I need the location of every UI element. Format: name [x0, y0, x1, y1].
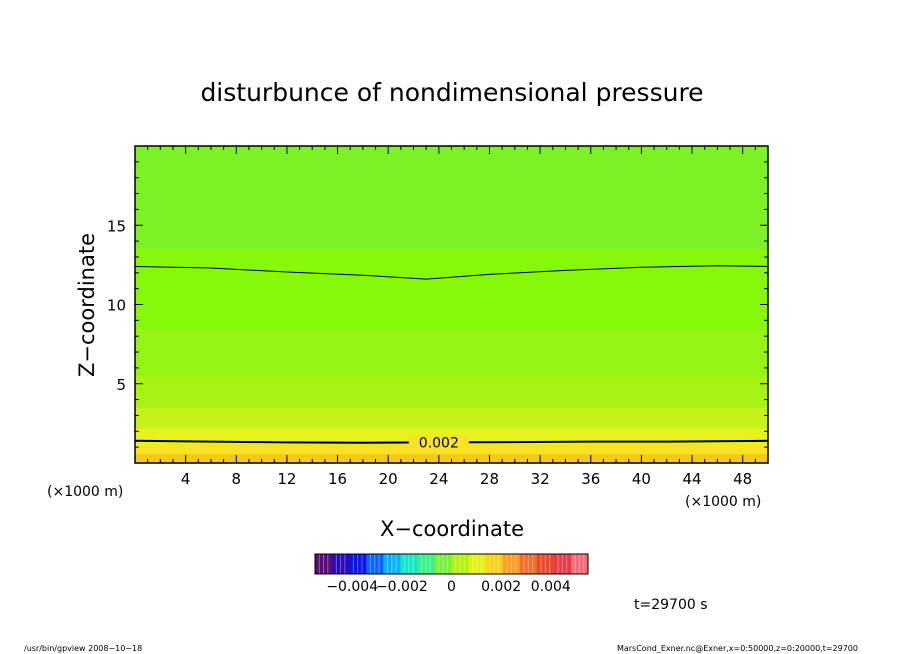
x-tick-label: 16 [328, 470, 347, 488]
chart-title: disturbunce of nondimensional pressure [200, 78, 703, 107]
colorbar-segment [468, 554, 487, 574]
fill-band-5 [135, 328, 768, 377]
colorbar-segment [366, 554, 384, 574]
axis-ticks [135, 146, 768, 463]
x-tick-label: 44 [682, 470, 701, 488]
colorbar-tick-label: 0.004 [531, 579, 571, 595]
x-axis-label: X−coordinate [380, 517, 524, 541]
y-tick-label: 5 [116, 376, 126, 394]
x-tick-label: 32 [531, 470, 550, 488]
colorbar-tick-label: 0.002 [481, 579, 521, 595]
x-tick-label: 12 [277, 470, 296, 488]
x-tick-label: 40 [632, 470, 651, 488]
contour-label-bg-0 [408, 435, 469, 449]
x-tick-label: 48 [733, 470, 752, 488]
x-tick-label: 20 [379, 470, 398, 488]
y-tick-label: 15 [107, 217, 126, 235]
plot-fill [135, 146, 768, 464]
fill-band-4 [135, 375, 768, 409]
colorbar-segment [536, 554, 555, 574]
colorbar-segment [485, 554, 504, 574]
colorbar-labels: −0.004−0.002 0 0.002 0.004 [326, 579, 571, 595]
colorbar-segment [383, 554, 401, 574]
y-axis-label: Z−coordinate [75, 233, 99, 377]
colorbar-segment [570, 554, 589, 574]
colorbar-segment [451, 554, 469, 574]
y-tick-labels: 5 10 15 [107, 217, 126, 394]
x-unit-left: (×1000 m) [47, 484, 123, 500]
contour-line-1 [134, 265, 769, 280]
colorbar-frame [314, 553, 589, 575]
colorbar-segment [502, 554, 521, 574]
footer-left: /usr/bin/gpview 2008−10−18 [24, 644, 142, 653]
y-tick-label: 10 [107, 297, 126, 315]
colorbar-segment [332, 554, 350, 574]
colorbar-segment [315, 554, 333, 574]
colorbar-segment [417, 554, 435, 574]
x-tick-label: 8 [232, 470, 242, 488]
colorbar-tick-label: −0.004 [326, 579, 378, 595]
contour-label-0: 0.002 [419, 435, 459, 451]
x-tick-label: 4 [181, 470, 191, 488]
footer-right: MarsCond_Exner.nc@Exner,x=0:50000,z=0:20… [617, 644, 858, 653]
colorbar-segment [400, 554, 418, 574]
colorbar-tick-label: −0.002 [376, 579, 428, 595]
x-tick-label: 36 [581, 470, 600, 488]
x-tick-labels: 4 8 12 16 20 24 28 32 36 40 44 48 [181, 470, 752, 488]
colorbar-segment [434, 554, 452, 574]
colorbar-segment [553, 554, 572, 574]
colorbar-segment [519, 554, 538, 574]
colorbar [315, 554, 589, 574]
fill-band-7 [135, 146, 768, 250]
plot-contours: 0.002 [134, 265, 769, 451]
time-label: t=29700 s [634, 597, 708, 613]
x-tick-label: 24 [429, 470, 448, 488]
colorbar-segment [349, 554, 367, 574]
colorbar-tick-label: 0 [447, 579, 456, 595]
x-tick-label: 28 [480, 470, 499, 488]
fill-band-6 [135, 249, 768, 329]
x-unit-right: (×1000 m) [685, 494, 761, 510]
fill-band-0 [135, 453, 768, 464]
fill-band-3 [135, 407, 768, 429]
fill-band-1 [135, 443, 768, 454]
